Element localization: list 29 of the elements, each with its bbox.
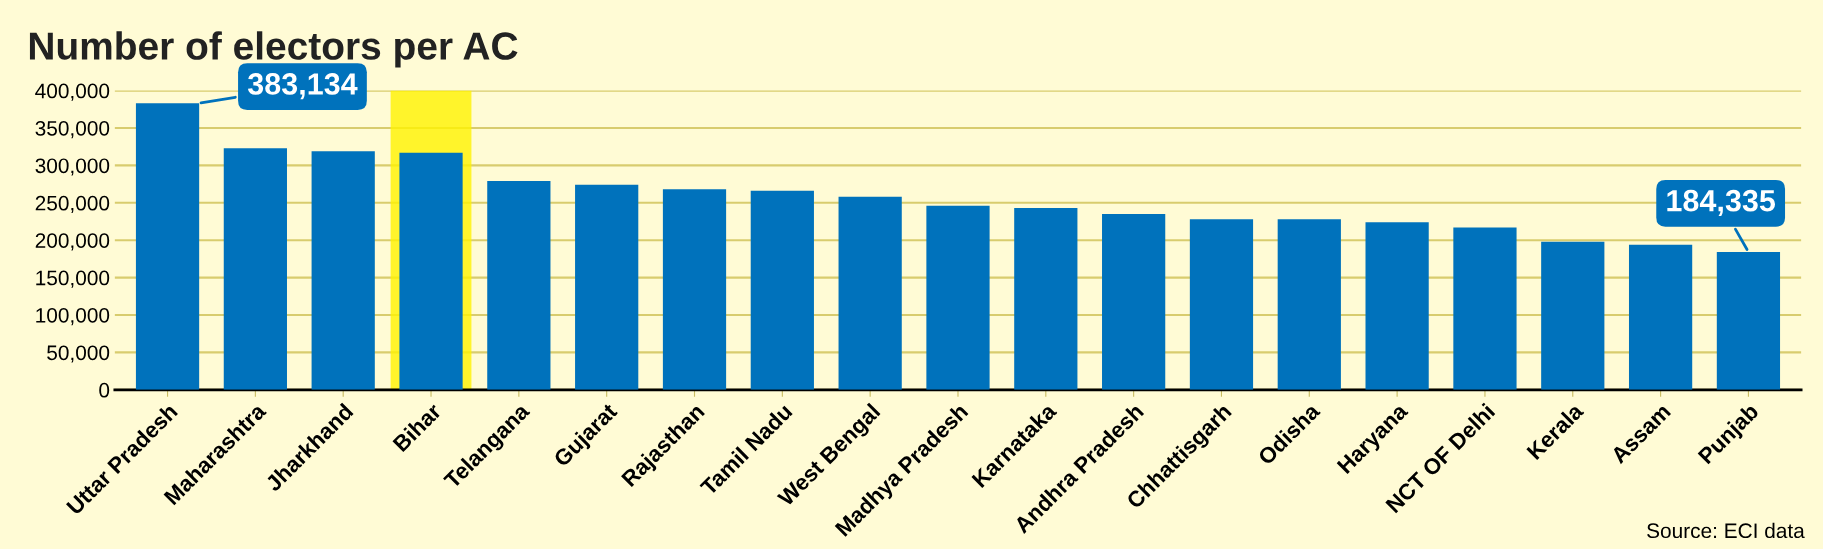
bar [1453, 227, 1517, 390]
bar [662, 189, 727, 390]
annotation: 184,335 [1667, 189, 1776, 216]
bar [1365, 222, 1429, 390]
y-tick-label: 200,000 [35, 233, 110, 251]
y-tick-label: 250,000 [35, 195, 110, 213]
y-tick-label: 100,000 [36, 307, 110, 326]
bar [575, 184, 639, 390]
y-tick-label: 0 [99, 382, 110, 398]
bar [1277, 219, 1341, 390]
bar [838, 196, 902, 390]
source-note: Source: ECI data [1647, 522, 1805, 539]
bar [487, 181, 551, 390]
bar [1628, 244, 1693, 390]
bar [1014, 208, 1078, 390]
annotation: 383,134 [247, 73, 358, 100]
bar [1189, 219, 1254, 390]
bar [750, 190, 814, 390]
bar [223, 148, 287, 390]
y-tick-label: 150,000 [36, 270, 110, 288]
y-tick-label: 50,000 [47, 345, 110, 363]
y-tick-label: 350,000 [35, 120, 110, 139]
chart-title: Number of electors per AC [29, 31, 518, 68]
bar [926, 205, 990, 390]
y-tick-label: 300,000 [35, 158, 110, 176]
bar [1102, 214, 1166, 390]
bar [311, 151, 375, 390]
bar [1541, 241, 1605, 390]
y-tick-label: 400,000 [35, 83, 110, 101]
